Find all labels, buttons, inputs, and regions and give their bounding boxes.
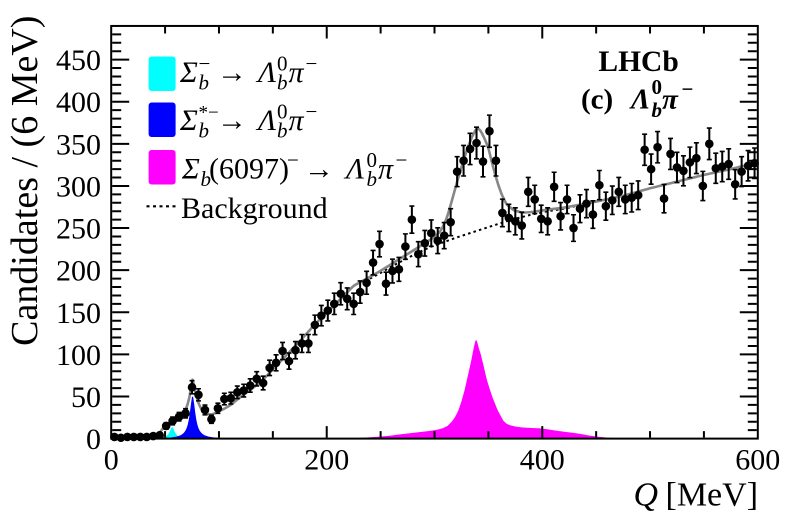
svg-text:LHCb: LHCb <box>598 46 678 78</box>
svg-text:b: b <box>367 167 378 191</box>
svg-text:b: b <box>201 167 212 191</box>
svg-text:−: − <box>682 77 694 101</box>
svg-text:100: 100 <box>56 339 101 372</box>
svg-text:450: 450 <box>56 44 101 77</box>
svg-text:200: 200 <box>56 255 101 288</box>
svg-text:π: π <box>662 84 679 116</box>
svg-text:b: b <box>652 98 663 122</box>
svg-text:400: 400 <box>520 444 565 477</box>
svg-text:Λ: Λ <box>255 104 276 137</box>
svg-text:−: − <box>306 51 318 75</box>
svg-text:−: − <box>396 148 408 172</box>
svg-text:→: → <box>217 104 247 137</box>
svg-text:−: − <box>306 100 318 124</box>
svg-text:π: π <box>289 104 305 137</box>
svg-text:b: b <box>199 119 210 143</box>
svg-text:350: 350 <box>56 128 101 161</box>
svg-text:→: → <box>217 56 247 89</box>
svg-text:150: 150 <box>56 297 101 330</box>
svg-text:→: → <box>304 153 334 186</box>
svg-text:0: 0 <box>277 100 288 124</box>
svg-text:b: b <box>199 70 210 94</box>
svg-text:Λ: Λ <box>629 84 650 116</box>
svg-text:−: − <box>287 148 299 172</box>
svg-text:0: 0 <box>277 51 288 75</box>
svg-text:Σ: Σ <box>179 104 198 137</box>
svg-text:(c): (c) <box>581 84 613 116</box>
svg-text:300: 300 <box>56 171 101 204</box>
svg-text:π: π <box>378 153 394 186</box>
svg-text:200: 200 <box>304 444 349 477</box>
svg-text:0: 0 <box>367 148 378 172</box>
svg-text:400: 400 <box>56 86 101 119</box>
svg-text:0: 0 <box>86 423 101 456</box>
svg-text:0: 0 <box>104 444 119 477</box>
svg-text:0: 0 <box>652 75 663 99</box>
svg-text:Background: Background <box>181 192 328 225</box>
svg-text:Candidates / (6 MeV): Candidates / (6 MeV) <box>4 16 46 346</box>
svg-text:Σ: Σ <box>181 153 200 186</box>
svg-text:50: 50 <box>71 381 101 414</box>
svg-text:Σ: Σ <box>179 56 198 89</box>
svg-text:π: π <box>289 56 305 89</box>
svg-text:b: b <box>277 70 288 94</box>
svg-text:[MeV]: [MeV] <box>666 477 759 514</box>
svg-text:−: − <box>199 51 211 75</box>
svg-text:Λ: Λ <box>343 153 364 186</box>
svg-text:b: b <box>277 119 288 143</box>
svg-text:250: 250 <box>56 213 101 246</box>
svg-text:600: 600 <box>735 444 780 477</box>
svg-text:Q: Q <box>634 477 659 514</box>
svg-text:(6097): (6097) <box>209 153 289 186</box>
svg-text:Λ: Λ <box>255 56 276 89</box>
svg-text:*−: *− <box>199 103 219 124</box>
